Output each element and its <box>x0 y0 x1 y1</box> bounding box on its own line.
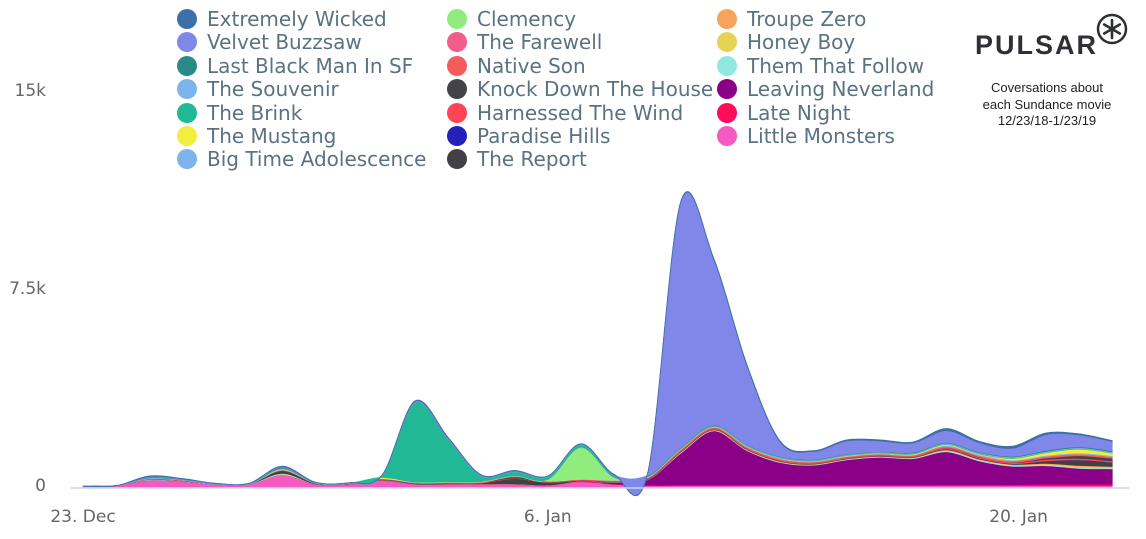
legend-label: Big Time Adolescence <box>207 147 427 172</box>
legend-color-dot-icon <box>177 102 197 123</box>
x-tick-label: 20. Jan <box>989 507 1048 527</box>
legend-item[interactable]: Harnessed The Wind <box>447 100 684 125</box>
legend-label: Little Monsters <box>747 124 895 148</box>
legend-label: Leaving Neverland <box>747 77 935 102</box>
legend-label: Honey Boy <box>747 30 856 55</box>
legend-item[interactable]: Troupe Zero <box>717 7 867 31</box>
legend-label: The Brink <box>207 100 303 125</box>
legend-color-dot-icon <box>447 55 467 76</box>
legend-item[interactable]: The Farewell <box>447 30 603 55</box>
legend-item[interactable]: The Brink <box>177 100 303 125</box>
legend-color-dot-icon <box>177 79 197 100</box>
legend-color-dot-icon <box>717 79 737 100</box>
legend-item[interactable]: Leaving Neverland <box>717 77 935 102</box>
caption-line: each Sundance movie <box>982 96 1112 112</box>
legend-color-dot-icon <box>177 55 197 76</box>
x-tick-label: 23. Dec <box>50 507 116 527</box>
legend-color-dot-icon <box>717 126 737 146</box>
y-tick-label: 15k <box>14 81 46 101</box>
asterisk-logo-icon <box>1096 13 1128 45</box>
x-tick-label: 6. Jan <box>523 507 572 527</box>
legend-label: Clemency <box>477 7 577 31</box>
legend-color-dot-icon <box>447 126 467 146</box>
legend-item[interactable]: Honey Boy <box>717 30 856 55</box>
legend-color-dot-icon <box>447 149 467 170</box>
legend-color-dot-icon <box>717 9 737 29</box>
legend-label: Extremely Wicked <box>207 7 387 31</box>
legend-label: Paradise Hills <box>477 124 611 148</box>
legend-item[interactable]: Big Time Adolescence <box>177 147 427 172</box>
legend-color-dot-icon <box>177 126 197 146</box>
legend-color-dot-icon <box>447 32 467 53</box>
caption-line: Coversations about <box>990 80 1103 95</box>
series-areas <box>82 191 1113 497</box>
legend-item[interactable]: Little Monsters <box>717 124 895 148</box>
legend-label: The Farewell <box>477 30 603 55</box>
legend-color-dot-icon <box>447 79 467 100</box>
legend-item[interactable]: Native Son <box>447 53 586 78</box>
y-tick-label: 7.5k <box>9 278 46 299</box>
legend-label: Troupe Zero <box>747 7 867 31</box>
legend-item[interactable]: Last Black Man In SF <box>177 53 414 78</box>
legend-color-dot-icon <box>177 9 197 29</box>
logo-wordmark: PULSAR <box>975 30 1099 60</box>
legend-item[interactable]: The Souvenir <box>177 77 339 102</box>
y-tick-label: 0 <box>35 476 46 496</box>
legend-label: Knock Down The House <box>477 77 714 102</box>
pulsar-logo: PULSAR <box>975 12 1135 62</box>
legend-color-dot-icon <box>177 149 197 170</box>
legend-item[interactable]: Extremely Wicked <box>177 7 387 31</box>
legend-item[interactable]: The Report <box>447 147 587 172</box>
legend-color-dot-icon <box>447 9 467 29</box>
legend-item[interactable]: The Mustang <box>177 124 337 148</box>
legend-label: Velvet Buzzsaw <box>207 30 362 55</box>
legend-color-dot-icon <box>717 32 737 53</box>
legend-item[interactable]: Knock Down The House <box>447 77 714 102</box>
legend-item[interactable]: Late Night <box>717 100 851 125</box>
legend-item[interactable]: Velvet Buzzsaw <box>177 30 362 55</box>
legend-color-dot-icon <box>717 55 737 76</box>
legend-label: The Souvenir <box>207 77 339 102</box>
legend-item[interactable]: Paradise Hills <box>447 124 611 148</box>
legend-label: Last Black Man In SF <box>207 53 414 78</box>
legend-color-dot-icon <box>177 32 197 53</box>
legend-color-dot-icon <box>447 102 467 123</box>
legend-label: Late Night <box>747 100 851 125</box>
legend-label: Them That Follow <box>747 53 925 78</box>
area-extremely-wicked[interactable] <box>82 191 1113 497</box>
legend-color-dot-icon <box>717 102 737 123</box>
legend-label: Native Son <box>477 53 586 78</box>
chart-caption: Coversations about each Sundance movie 1… <box>967 80 1127 130</box>
legend-label: Harnessed The Wind <box>477 100 684 125</box>
legend-label: The Report <box>477 147 587 172</box>
legend-label: The Mustang <box>207 124 337 148</box>
caption-line: 12/23/18-1/23/19 <box>997 113 1097 128</box>
legend-item[interactable]: Clemency <box>447 7 577 31</box>
legend-item[interactable]: Them That Follow <box>717 53 925 78</box>
